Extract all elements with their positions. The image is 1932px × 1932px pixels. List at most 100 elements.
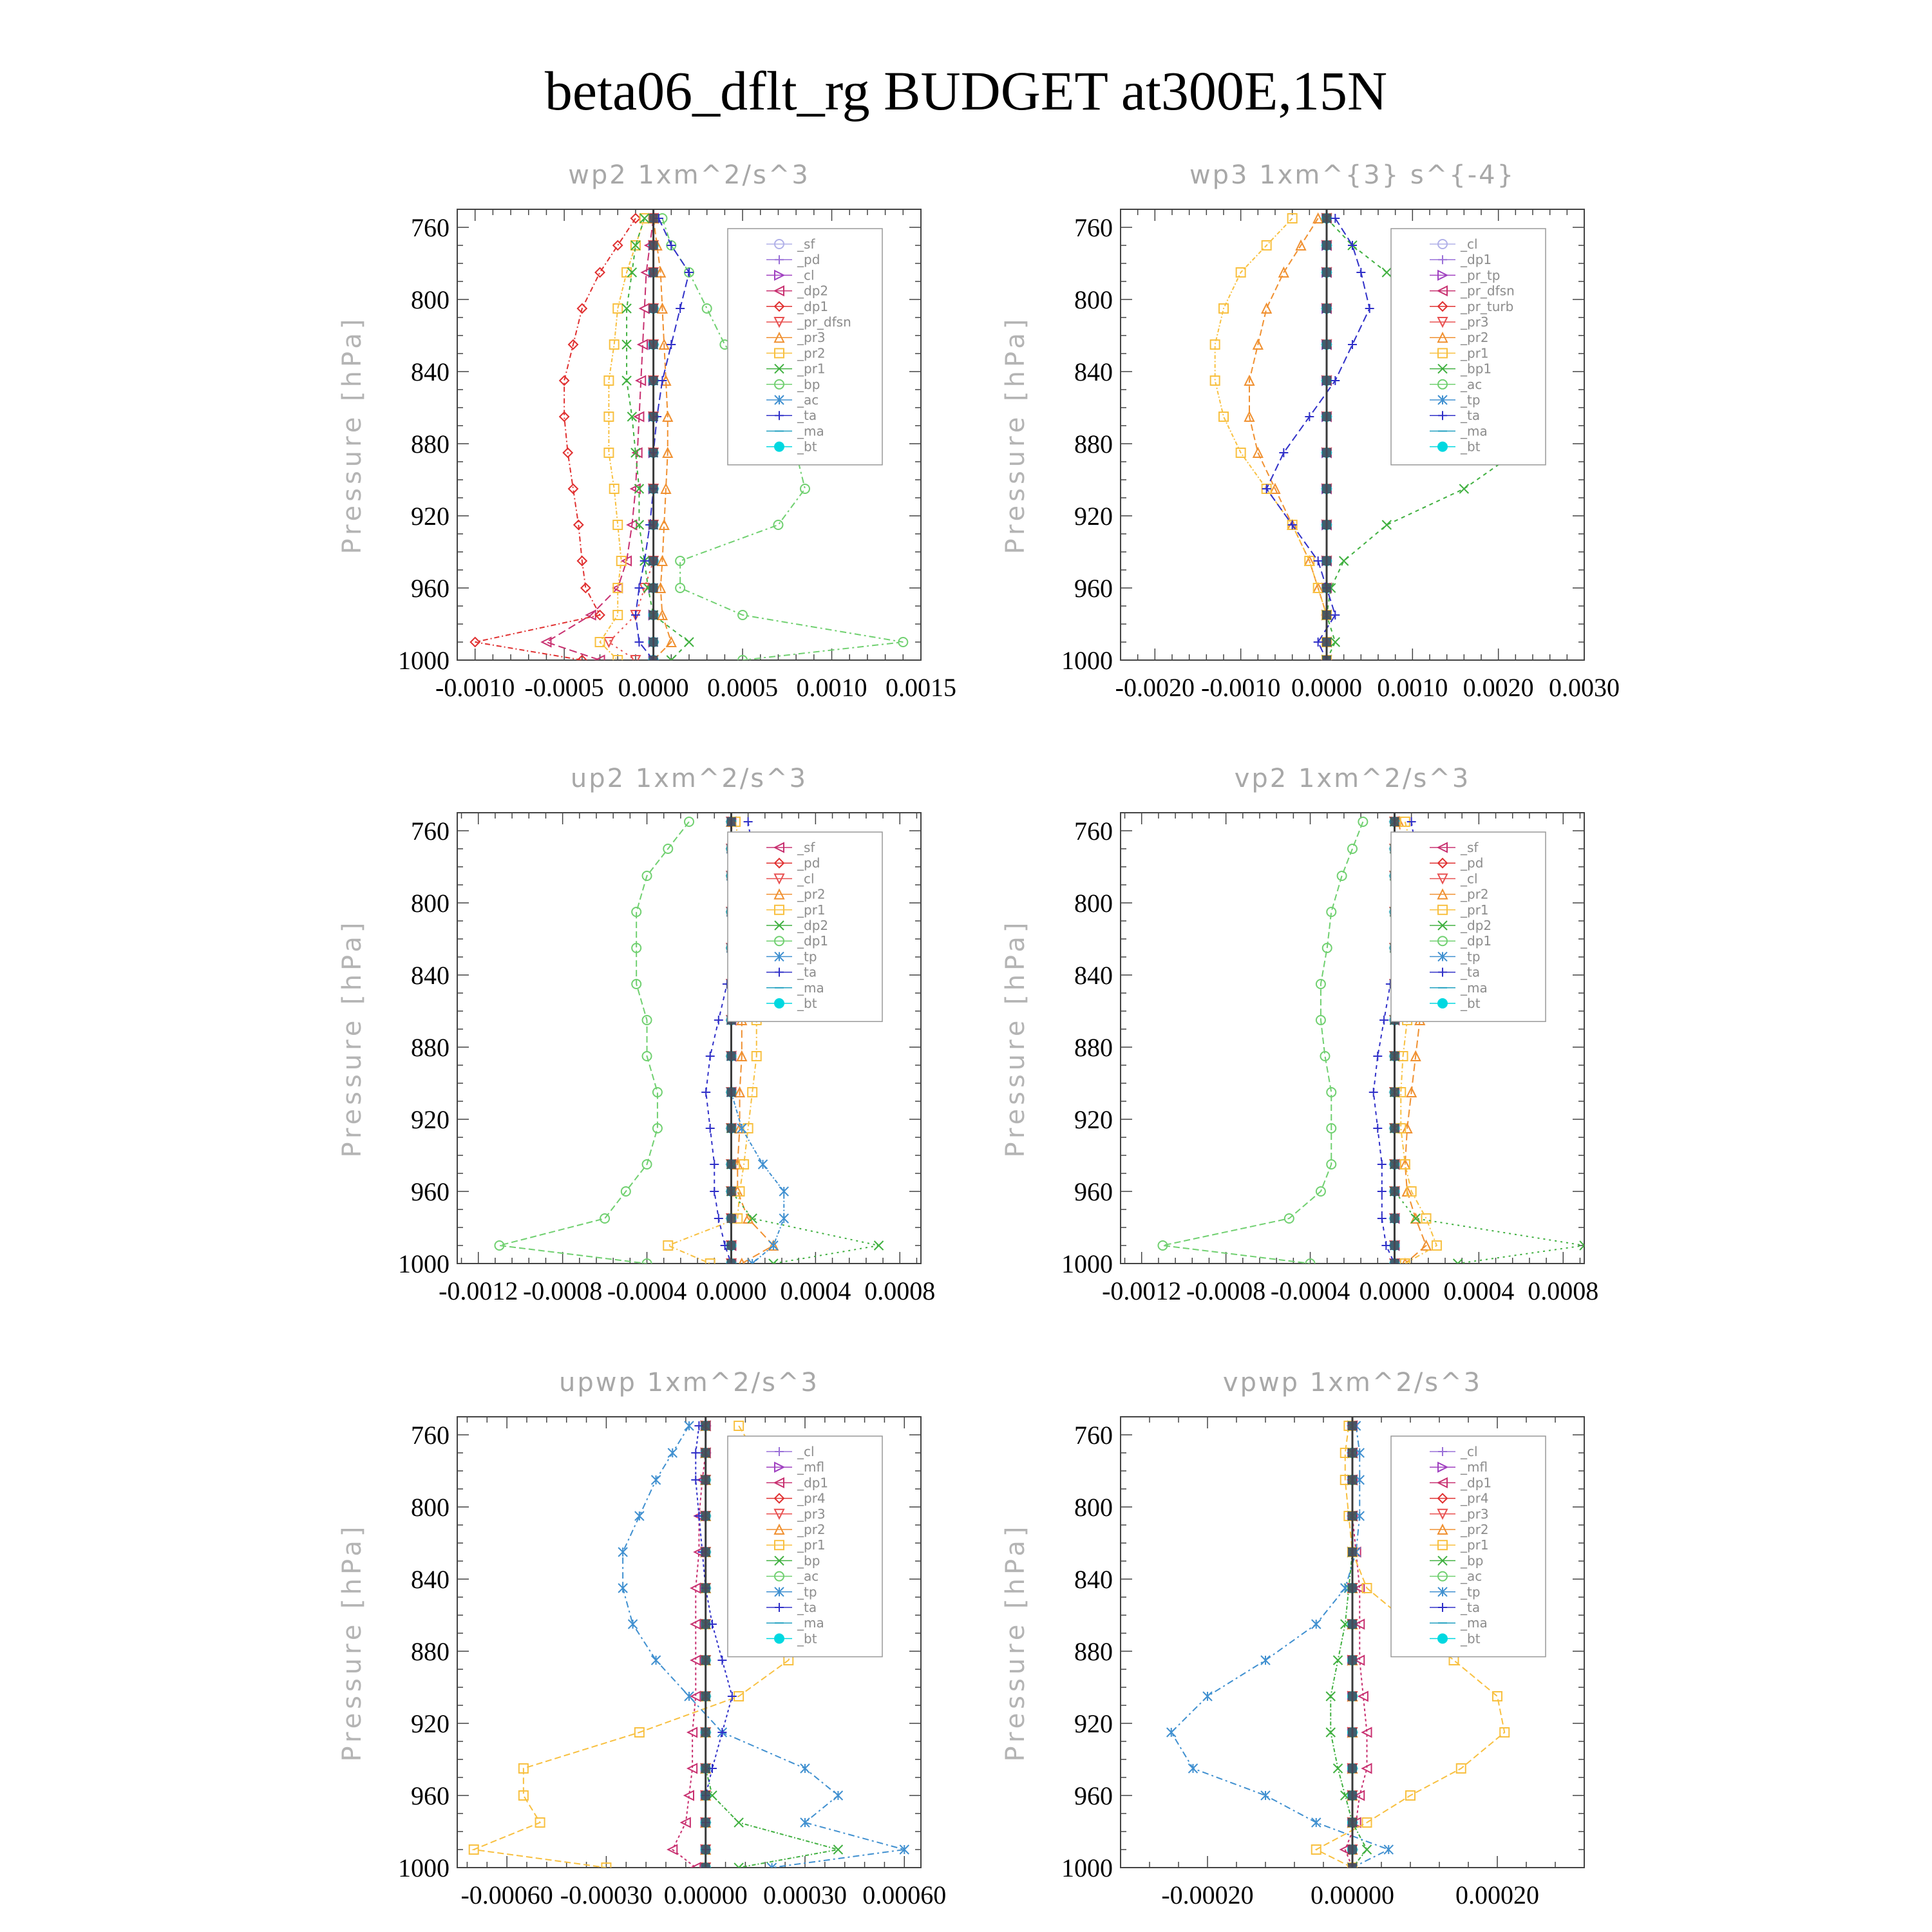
y-tick-label: 920 (1074, 1105, 1113, 1134)
data-point (518, 1763, 529, 1774)
legend-entry: _ma (1460, 1615, 1488, 1631)
legend-marker (1437, 873, 1448, 885)
y-tick-label: 760 (1074, 817, 1113, 846)
zero-cluster-marker (649, 268, 658, 277)
data-point (757, 1159, 768, 1170)
data-point (800, 1817, 810, 1828)
data-point (535, 1817, 545, 1828)
data-point (1260, 1655, 1271, 1665)
series-line (1398, 821, 1427, 1264)
data-point (612, 303, 623, 314)
y-tick-label: 800 (411, 285, 450, 314)
x-tick-label: -0.0008 (1186, 1276, 1265, 1305)
data-point (609, 484, 620, 494)
zero-cluster-marker (1322, 241, 1331, 250)
legend-marker (1437, 888, 1448, 900)
legend-marker (774, 998, 784, 1009)
legend-entry: _ta (797, 1600, 817, 1615)
data-point (800, 1763, 810, 1774)
data-point (743, 817, 753, 826)
legend-entry: _dp1 (1460, 933, 1492, 949)
y-tick-label: 760 (1074, 213, 1113, 242)
legend-marker (775, 411, 784, 421)
data-point (1348, 241, 1357, 250)
data-point (656, 554, 668, 566)
zero-cluster-marker (649, 484, 658, 493)
data-point (601, 1862, 612, 1868)
zero-cluster-marker (649, 412, 658, 421)
data-point (1312, 212, 1324, 223)
data-point (686, 1763, 698, 1774)
y-tick-label: 800 (411, 1493, 450, 1522)
data-point (714, 1016, 723, 1025)
data-point (663, 1240, 674, 1251)
zero-cluster-marker (726, 1259, 736, 1264)
x-tick-label: -0.0005 (524, 673, 603, 702)
legend-entry: _ma (1460, 423, 1488, 439)
data-point (603, 448, 614, 458)
series-line (622, 1425, 905, 1868)
data-point (620, 1186, 631, 1197)
legend-marker (774, 904, 784, 915)
data-point (631, 907, 642, 917)
legend-entry: _pr4 (797, 1491, 826, 1506)
tick-marks (1120, 209, 1585, 661)
x-tick-label: -0.00020 (1161, 1880, 1253, 1909)
legend-entry: _mfl (797, 1459, 824, 1475)
data-point (1166, 1727, 1177, 1738)
legend-entry: _tp (797, 949, 817, 964)
data-point (1235, 267, 1246, 278)
data-point (494, 1240, 505, 1251)
data-point (594, 267, 605, 278)
data-point (573, 519, 584, 531)
data-point (690, 1862, 701, 1868)
data-point (594, 609, 605, 621)
legend-marker (774, 951, 784, 962)
zero-cluster-marker (649, 214, 658, 223)
data-point (652, 1123, 663, 1133)
legend-entry: _ac (1460, 1569, 1482, 1584)
panel-3: 760 800 840 880 920 960 1000-0.0012 -0.0008 -0.0… (337, 764, 935, 1305)
legend-box (1390, 1435, 1546, 1658)
data-point (618, 1583, 628, 1593)
data-point (683, 1790, 694, 1801)
y-tick-label: 840 (411, 961, 450, 990)
zero-cluster-marker (1322, 556, 1331, 565)
legend-entry: _tp (1460, 1584, 1481, 1600)
legend-marker (773, 331, 785, 343)
data-point (714, 1214, 723, 1223)
legend-entry: _pr2 (1460, 330, 1489, 345)
data-point (676, 304, 685, 313)
data-point (1261, 302, 1273, 314)
legend-marker (774, 379, 784, 390)
legend-marker (774, 920, 784, 931)
legend-marker (1437, 1461, 1449, 1473)
legend-marker (1437, 363, 1448, 374)
data-point (1381, 1241, 1391, 1250)
series-line (475, 218, 636, 660)
x-tick-label: 0.0004 (780, 1276, 851, 1305)
data-point (717, 1728, 727, 1737)
series-line (672, 1426, 706, 1868)
zero-cluster-marker (1348, 1620, 1357, 1629)
panel-4: 760 800 840 880 920 960 1000-0.0012 -0.0008 -0.0… (1001, 764, 1598, 1305)
data-point (558, 411, 570, 422)
legend-marker (1436, 842, 1448, 853)
x-tick-label: -0.0020 (1115, 673, 1195, 702)
panel-1: 760 800 840 880 920 960 1000-0.0010 -0.0005 0.00… (337, 160, 956, 702)
legend-marker (1437, 269, 1449, 281)
data-point (639, 213, 650, 223)
data-point (833, 1844, 844, 1855)
data-point (739, 1159, 750, 1170)
legend-marker (775, 1447, 784, 1456)
legend-entry: _cl (797, 267, 815, 283)
data-point (1202, 1691, 1213, 1701)
legend-marker (1437, 1540, 1448, 1551)
zero-cluster-marker (701, 1620, 710, 1629)
y-tick-label: 880 (411, 1033, 450, 1062)
legend-entry: _pr3 (1460, 1506, 1489, 1522)
legend-marker (1437, 920, 1448, 931)
zero-cluster-marker (1390, 1124, 1399, 1133)
legend-marker (775, 1603, 784, 1612)
legend-entry: _pr2 (1460, 887, 1489, 902)
